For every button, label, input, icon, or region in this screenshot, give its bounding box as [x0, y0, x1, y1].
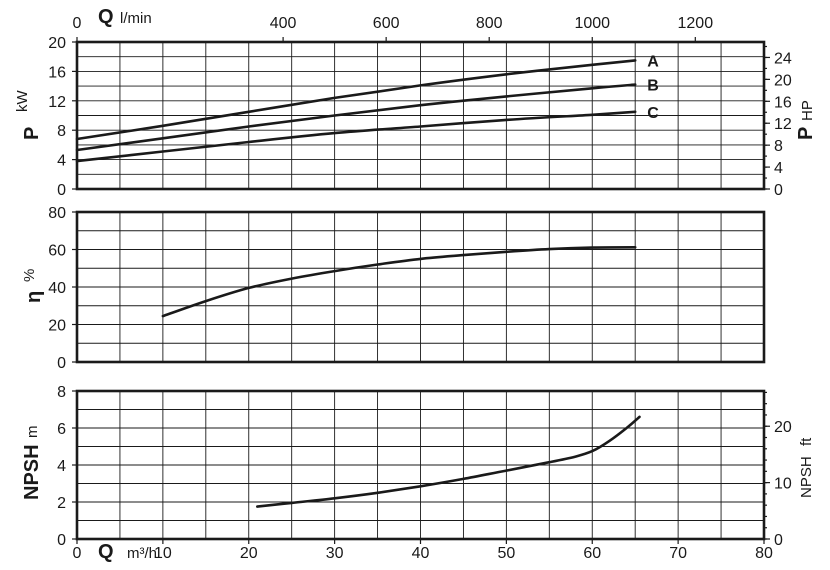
right-tick-label: 12 [774, 116, 792, 133]
left-tick-label: 40 [48, 280, 66, 297]
power-axis-symbol: P [21, 127, 43, 140]
top-tick-label: 600 [373, 15, 400, 32]
left-tick-label: 0 [57, 532, 66, 549]
top-tick-label: 1200 [678, 15, 714, 32]
curve-label-a: A [647, 53, 659, 70]
npsh-axis-symbol: NPSH [21, 444, 43, 500]
bottom-tick-label: 50 [497, 545, 515, 562]
left-tick-label: 12 [48, 94, 66, 111]
bottom-tick-label: 80 [755, 545, 773, 562]
bottom-tick-label: 70 [669, 545, 687, 562]
bottom-axis-unit: m³/h [127, 545, 157, 562]
bottom-tick-label: 30 [326, 545, 344, 562]
curve-efficiency [161, 246, 637, 318]
right-tick-label: 8 [774, 138, 783, 155]
curve-npsh [256, 415, 641, 508]
left-tick-label: 6 [57, 421, 66, 438]
grid-lines [77, 42, 764, 539]
hp-axis-symbol: P [795, 127, 817, 140]
right-tick-label: 24 [774, 50, 792, 67]
left-tick-label: 4 [57, 458, 66, 475]
bottom-axis-symbol: Q [98, 541, 114, 563]
left-tick-label: 60 [48, 243, 66, 260]
data-curves: ABC [75, 53, 659, 508]
top-tick-label: 0 [73, 15, 82, 32]
right-tick-label: 20 [774, 72, 792, 89]
curve-power-a [75, 59, 637, 141]
top-tick-label: 400 [270, 15, 297, 32]
top-axis-unit: l/min [120, 10, 152, 27]
left-tick-label: 8 [57, 384, 66, 401]
bottom-tick-label: 20 [240, 545, 258, 562]
hp-axis-unit: HP [799, 100, 816, 121]
right-tick-label: 16 [774, 94, 792, 111]
left-tick-label: 4 [57, 153, 66, 170]
curve-power-c [75, 110, 637, 163]
efficiency-axis-symbol: η [23, 291, 45, 303]
right-tick-label: 0 [774, 532, 783, 549]
panel-frame [75, 40, 766, 191]
power-axis-unit: kW [14, 90, 31, 113]
top-tick-label: 800 [476, 15, 503, 32]
left-tick-label: 16 [48, 64, 66, 81]
top-axis-symbol: Q [98, 6, 114, 28]
efficiency-axis-unit: % [21, 269, 38, 282]
right-tick-label: 0 [774, 182, 783, 199]
top-tick-label: 1000 [574, 15, 610, 32]
bottom-tick-label: 60 [583, 545, 601, 562]
left-tick-label: 20 [48, 35, 66, 52]
left-tick-label: 2 [57, 495, 66, 512]
npsh-ft-axis-unit: ft [798, 437, 815, 446]
bottom-tick-label: 0 [73, 545, 82, 562]
bottom-tick-label: 40 [412, 545, 430, 562]
left-tick-label: 80 [48, 205, 66, 222]
right-tick-label: 4 [774, 160, 783, 177]
left-tick-label: 0 [57, 355, 66, 372]
left-tick-label: 20 [48, 318, 66, 335]
left-tick-label: 0 [57, 182, 66, 199]
curve-label-b: B [647, 78, 659, 95]
left-tick-label: 8 [57, 123, 66, 140]
npsh-axis-unit: m [24, 426, 41, 439]
right-tick-label: 10 [774, 476, 792, 493]
right-tick-label: 20 [774, 419, 792, 436]
curve-label-c: C [647, 105, 659, 122]
npsh-ft-axis-symbol: NPSH [798, 456, 815, 498]
bottom-tick-label: 10 [154, 545, 172, 562]
curve-power-b [75, 83, 637, 152]
